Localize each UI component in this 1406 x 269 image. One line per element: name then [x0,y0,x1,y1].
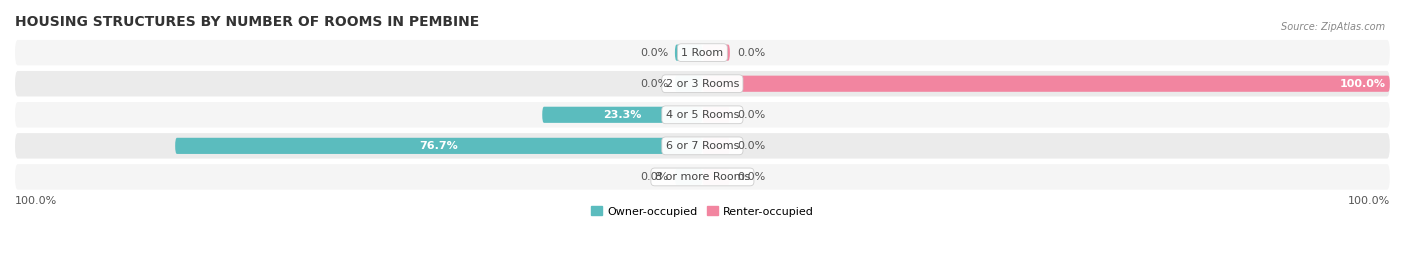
FancyBboxPatch shape [15,133,1389,159]
Text: HOUSING STRUCTURES BY NUMBER OF ROOMS IN PEMBINE: HOUSING STRUCTURES BY NUMBER OF ROOMS IN… [15,15,479,29]
Legend: Owner-occupied, Renter-occupied: Owner-occupied, Renter-occupied [586,202,818,221]
Text: Source: ZipAtlas.com: Source: ZipAtlas.com [1281,22,1385,31]
Text: 4 or 5 Rooms: 4 or 5 Rooms [665,110,740,120]
FancyBboxPatch shape [703,45,730,61]
FancyBboxPatch shape [15,40,1389,65]
Text: 8 or more Rooms: 8 or more Rooms [655,172,749,182]
FancyBboxPatch shape [675,169,703,185]
Text: 0.0%: 0.0% [737,110,765,120]
Text: 100.0%: 100.0% [15,196,58,206]
FancyBboxPatch shape [15,71,1389,97]
Text: 1 Room: 1 Room [682,48,724,58]
FancyBboxPatch shape [543,107,703,123]
Text: 6 or 7 Rooms: 6 or 7 Rooms [665,141,740,151]
Text: 0.0%: 0.0% [737,172,765,182]
Text: 0.0%: 0.0% [640,79,668,89]
Text: 0.0%: 0.0% [640,172,668,182]
FancyBboxPatch shape [703,107,730,123]
Text: 0.0%: 0.0% [640,48,668,58]
FancyBboxPatch shape [703,76,1389,92]
Text: 100.0%: 100.0% [1347,196,1389,206]
Text: 0.0%: 0.0% [737,48,765,58]
Text: 23.3%: 23.3% [603,110,641,120]
FancyBboxPatch shape [15,102,1389,128]
Text: 76.7%: 76.7% [419,141,458,151]
FancyBboxPatch shape [675,45,703,61]
Text: 2 or 3 Rooms: 2 or 3 Rooms [665,79,740,89]
FancyBboxPatch shape [703,169,730,185]
FancyBboxPatch shape [176,138,703,154]
Text: 100.0%: 100.0% [1340,79,1385,89]
FancyBboxPatch shape [675,76,703,92]
Text: 0.0%: 0.0% [737,141,765,151]
FancyBboxPatch shape [15,164,1389,190]
FancyBboxPatch shape [703,138,730,154]
